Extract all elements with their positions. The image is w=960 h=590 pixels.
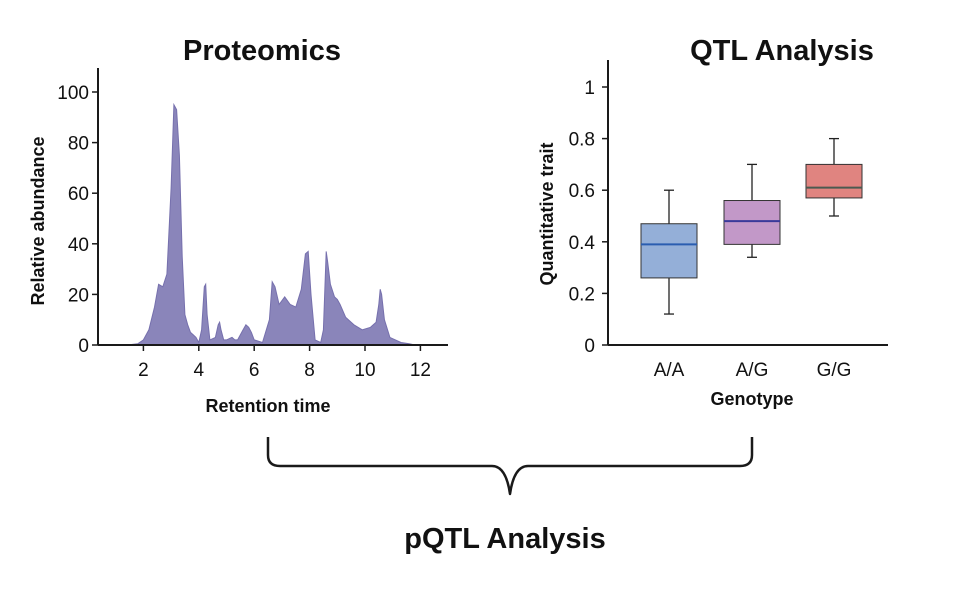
proteomics-chart: Proteomics 2 4 6 8 10 12 0 20 40 60 80 100 Retenti… bbox=[28, 35, 448, 416]
box-ag bbox=[723, 163, 781, 258]
curly-brace bbox=[266, 437, 754, 496]
y-tick-label: 1 bbox=[584, 78, 595, 99]
iqr-box bbox=[640, 223, 698, 279]
qtl-x-ticks: A/A A/G G/G bbox=[654, 360, 852, 381]
iqr-box bbox=[723, 200, 781, 245]
x-tick-label: A/A bbox=[654, 360, 685, 381]
y-tick-label: 0.8 bbox=[569, 130, 595, 151]
box-gg bbox=[805, 137, 863, 217]
y-tick-label: 0.6 bbox=[569, 181, 595, 202]
y-tick-label: 0 bbox=[584, 336, 595, 357]
x-tick-label: 8 bbox=[304, 360, 315, 381]
y-tick-label: 40 bbox=[68, 235, 89, 256]
qtl-title: QTL Analysis bbox=[690, 35, 874, 67]
qtl-x-label: Genotype bbox=[710, 389, 793, 409]
qtl-boxes bbox=[640, 137, 863, 315]
y-tick-label: 0 bbox=[78, 336, 89, 357]
iqr-box bbox=[805, 163, 863, 199]
y-tick-label: 80 bbox=[68, 134, 89, 155]
y-tick-label: 20 bbox=[68, 285, 89, 306]
x-tick-label: 10 bbox=[354, 360, 375, 381]
y-tick-label: 100 bbox=[57, 83, 89, 104]
y-tick-label: 60 bbox=[68, 184, 89, 205]
box-aa bbox=[640, 189, 698, 315]
proteomics-y-ticks: 0 20 40 60 80 100 bbox=[57, 83, 98, 357]
proteomics-x-ticks: 2 4 6 8 10 12 bbox=[138, 345, 431, 381]
x-tick-label: A/G bbox=[736, 360, 769, 381]
y-tick-label: 0.4 bbox=[569, 233, 596, 254]
x-tick-label: 12 bbox=[410, 360, 431, 381]
proteomics-x-label: Retention time bbox=[205, 396, 330, 416]
qtl-y-label: Quantitative trait bbox=[537, 142, 557, 285]
pqtl-caption: pQTL Analysis bbox=[404, 523, 605, 555]
x-tick-label: 2 bbox=[138, 360, 149, 381]
proteomics-title: Proteomics bbox=[183, 35, 341, 67]
qtl-y-ticks: 0 0.2 0.4 0.6 0.8 1 bbox=[569, 78, 608, 357]
qtl-chart: QTL Analysis A/A A/G G/G 0 0.2 0.4 0.6 0.8 1 Ge… bbox=[537, 35, 888, 409]
chromatogram-area bbox=[126, 102, 416, 346]
x-tick-label: 4 bbox=[194, 360, 205, 381]
x-tick-label: 6 bbox=[249, 360, 260, 381]
proteomics-y-label: Relative abundance bbox=[28, 136, 48, 305]
x-tick-label: G/G bbox=[817, 360, 852, 381]
y-tick-label: 0.2 bbox=[569, 284, 595, 305]
